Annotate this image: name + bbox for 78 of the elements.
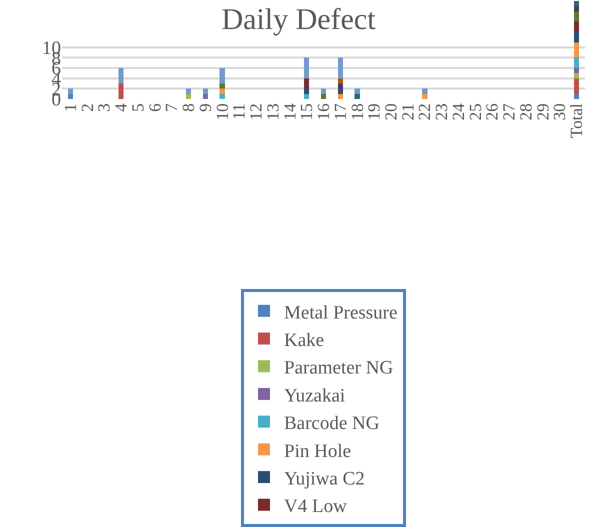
- x-tick-label: 20: [382, 103, 401, 120]
- bar: [422, 88, 428, 94]
- bar: [354, 88, 360, 94]
- bar: [422, 94, 428, 99]
- x-tick-label: 10: [212, 103, 232, 120]
- bar: [574, 6, 580, 12]
- bar: [68, 94, 73, 99]
- legend-label: Metal Pressure: [284, 302, 398, 324]
- x-tick-label: Total: [567, 103, 586, 138]
- bar: [68, 88, 73, 94]
- bar: [338, 84, 343, 89]
- bar: [338, 88, 343, 94]
- legend-label: Kake: [284, 330, 324, 351]
- bar: [320, 88, 326, 94]
- x-tick-label: 26: [482, 103, 502, 120]
- bar: [304, 58, 310, 78]
- bar: [574, 78, 580, 94]
- bar: [574, 68, 580, 74]
- x-tick-label: 22: [415, 103, 434, 120]
- legend-label: Yujiwa C2: [284, 468, 365, 490]
- bar: [220, 88, 225, 94]
- bar: [304, 78, 310, 89]
- x-tick-label: 29: [533, 103, 552, 120]
- bar: [574, 22, 580, 32]
- x-tick-label: 24: [448, 102, 468, 120]
- bar: [338, 78, 343, 84]
- x-tick-label: 9: [196, 103, 215, 112]
- x-tick-label: 11: [230, 103, 249, 120]
- bar: [220, 94, 225, 99]
- x-tick-label: 5: [128, 103, 148, 112]
- bar: [118, 68, 124, 84]
- x-tick-label: 6: [145, 103, 164, 112]
- bar: [320, 94, 326, 99]
- x-tick-label: 3: [94, 103, 114, 112]
- x-tick-label: 12: [246, 103, 266, 120]
- bar: [118, 84, 124, 99]
- bar: [574, 73, 580, 78]
- x-tick-label: 18: [348, 103, 367, 120]
- chart-title: Daily Defect: [221, 2, 376, 36]
- x-tick-label: 30: [550, 103, 570, 120]
- x-tick-label: 2: [78, 103, 97, 112]
- x-tick-label: 21: [398, 103, 418, 120]
- bar: [354, 94, 360, 99]
- x-tick-label: 14: [280, 102, 300, 120]
- x-tick-label: 8: [179, 103, 198, 112]
- x-tick-label: 4: [112, 102, 131, 112]
- x-tick-label: 15: [297, 103, 316, 120]
- legend-label: Yuzakai: [284, 385, 346, 406]
- x-tick-label: 28: [516, 103, 536, 120]
- x-tick-label: 23: [432, 103, 452, 120]
- bar: [186, 88, 192, 94]
- bar: [202, 94, 208, 99]
- legend-label: V4 Low: [284, 496, 348, 518]
- legend-label: Parameter NG: [284, 358, 394, 379]
- bar: [220, 68, 225, 84]
- x-tick-label: 17: [330, 102, 350, 120]
- bar: [338, 94, 343, 99]
- bar: [304, 88, 310, 94]
- bar: [186, 94, 192, 99]
- bar: [574, 94, 580, 99]
- bar: [574, 11, 580, 22]
- x-tick-label: 16: [314, 103, 334, 120]
- bar: [574, 42, 580, 58]
- x-tick-label: 27: [500, 102, 519, 120]
- bar: [338, 58, 343, 78]
- x-tick-label: 19: [364, 103, 384, 120]
- bar: [574, 58, 580, 68]
- bar: [220, 84, 225, 89]
- bar: [574, 1, 580, 6]
- x-tick-label: 25: [466, 103, 485, 120]
- legend-label: Barcode NG: [284, 413, 380, 434]
- legend-label: Pin Hole: [284, 440, 352, 462]
- x-tick-label: 13: [263, 103, 282, 120]
- x-tick-label: 1: [60, 103, 80, 112]
- bar: [574, 32, 580, 42]
- bar: [202, 88, 208, 94]
- bar: [304, 94, 310, 99]
- x-tick-label: 7: [162, 102, 182, 112]
